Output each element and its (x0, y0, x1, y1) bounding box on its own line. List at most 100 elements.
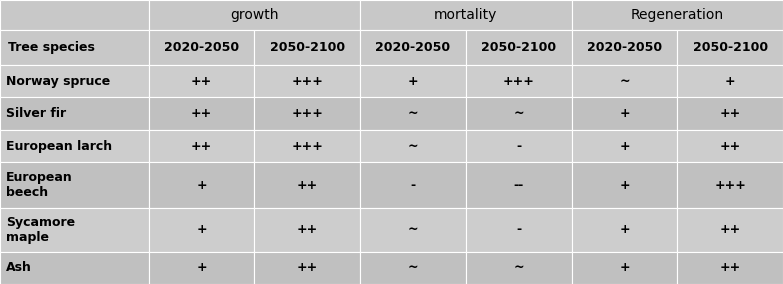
Bar (360, 208, 466, 252)
Text: Ash: Ash (6, 261, 32, 274)
Bar (0, 252, 149, 284)
Text: 2050-2100: 2050-2100 (482, 41, 556, 54)
Bar (360, 130, 466, 162)
Text: Norway spruce: Norway spruce (6, 75, 110, 88)
Bar (149, 208, 254, 252)
Text: 2050-2100: 2050-2100 (693, 41, 767, 54)
Text: ++: ++ (297, 179, 318, 192)
Text: -: - (516, 223, 521, 236)
Text: ~: ~ (408, 223, 418, 236)
Bar (677, 208, 783, 252)
Bar (572, 30, 677, 65)
Text: 2020-2050: 2020-2050 (376, 41, 450, 54)
Bar (572, 130, 677, 162)
Text: ++: ++ (720, 223, 741, 236)
Text: ++: ++ (191, 107, 212, 120)
Text: ++: ++ (720, 261, 741, 274)
Bar (466, 65, 572, 97)
Text: growth: growth (230, 8, 279, 22)
Bar (149, 65, 254, 97)
Bar (360, 30, 466, 65)
Bar (572, 97, 677, 130)
Bar (0, 130, 149, 162)
Bar (572, 0, 783, 30)
Text: +++: +++ (714, 179, 746, 192)
Bar (466, 130, 572, 162)
Text: 2050-2100: 2050-2100 (270, 41, 345, 54)
Bar (466, 162, 572, 208)
Text: +: + (619, 223, 630, 236)
Text: Sycamore
maple: Sycamore maple (6, 216, 75, 244)
Bar (254, 30, 360, 65)
Bar (0, 162, 149, 208)
Text: +: + (619, 107, 630, 120)
Text: +++: +++ (291, 107, 323, 120)
Text: European
beech: European beech (6, 171, 73, 199)
Bar (254, 252, 360, 284)
Bar (466, 208, 572, 252)
Text: mortality: mortality (435, 8, 497, 22)
Bar (360, 65, 466, 97)
Text: -: - (410, 179, 416, 192)
Text: 2020-2050: 2020-2050 (587, 41, 662, 54)
Bar (572, 208, 677, 252)
Bar (254, 208, 360, 252)
Text: +: + (725, 75, 735, 88)
Bar (254, 162, 360, 208)
Text: +: + (197, 261, 207, 274)
Text: Tree species: Tree species (8, 41, 95, 54)
Text: ~: ~ (514, 107, 524, 120)
Bar (0, 30, 149, 65)
Bar (572, 252, 677, 284)
Text: +: + (619, 140, 630, 153)
Text: ++: ++ (720, 140, 741, 153)
Bar (0, 208, 149, 252)
Bar (466, 97, 572, 130)
Text: ++: ++ (297, 223, 318, 236)
Bar (254, 130, 360, 162)
Bar (254, 97, 360, 130)
Bar (0, 65, 149, 97)
Text: ++: ++ (297, 261, 318, 274)
Text: --: -- (514, 179, 524, 192)
Bar (0, 97, 149, 130)
Text: ++: ++ (720, 107, 741, 120)
Bar (360, 0, 572, 30)
Text: +++: +++ (291, 75, 323, 88)
Text: Silver fir: Silver fir (6, 107, 67, 120)
Text: ~: ~ (408, 107, 418, 120)
Bar (466, 252, 572, 284)
Bar (677, 97, 783, 130)
Text: ++: ++ (191, 140, 212, 153)
Bar (677, 252, 783, 284)
Bar (466, 30, 572, 65)
Text: +: + (197, 223, 207, 236)
Text: ++: ++ (191, 75, 212, 88)
Text: ~: ~ (408, 140, 418, 153)
Text: Regeneration: Regeneration (631, 8, 723, 22)
Text: +: + (619, 261, 630, 274)
Bar (677, 130, 783, 162)
Text: +++: +++ (291, 140, 323, 153)
Bar (149, 30, 254, 65)
Bar (254, 65, 360, 97)
Text: ~: ~ (514, 261, 524, 274)
Text: +++: +++ (503, 75, 535, 88)
Bar (360, 162, 466, 208)
Bar (360, 252, 466, 284)
Text: ~: ~ (619, 75, 630, 88)
Text: +: + (408, 75, 418, 88)
Bar (677, 65, 783, 97)
Bar (572, 65, 677, 97)
Text: +: + (619, 179, 630, 192)
Bar (360, 97, 466, 130)
Bar (149, 0, 360, 30)
Bar (0, 0, 149, 30)
Text: -: - (516, 140, 521, 153)
Bar (149, 97, 254, 130)
Bar (149, 162, 254, 208)
Bar (149, 252, 254, 284)
Bar (677, 162, 783, 208)
Bar (572, 162, 677, 208)
Bar (149, 130, 254, 162)
